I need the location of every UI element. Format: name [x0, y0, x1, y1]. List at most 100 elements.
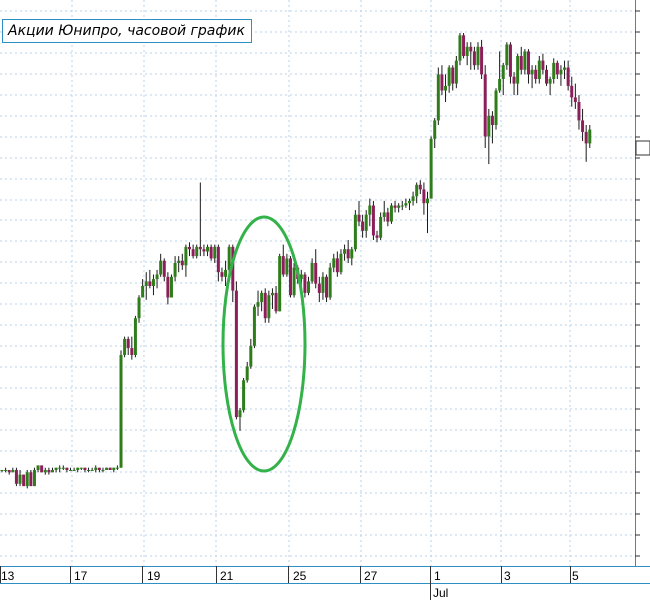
candle-body	[274, 292, 278, 312]
candle-body	[393, 205, 397, 208]
candle-body	[148, 281, 152, 286]
candle-body	[548, 79, 552, 84]
candle-body	[332, 258, 336, 268]
candle-body	[541, 60, 545, 70]
candle-body	[307, 281, 311, 293]
candle-body	[368, 205, 372, 215]
candle-body	[498, 79, 502, 91]
candle-body	[346, 249, 350, 259]
x-tick-label: 27	[364, 569, 378, 583]
candle-body	[526, 51, 530, 75]
candle-body	[537, 60, 541, 79]
candle-body	[483, 74, 487, 137]
candle-body	[126, 338, 130, 349]
candle-body	[285, 258, 289, 275]
x-tick-label: 5	[572, 569, 579, 583]
candle-body	[137, 297, 141, 319]
candle-body	[451, 67, 455, 84]
candle-body	[411, 196, 415, 201]
x-tick-label: 25	[293, 569, 307, 583]
candle-body	[115, 467, 119, 469]
candle-body	[188, 246, 192, 250]
candle-body	[36, 465, 40, 470]
candle-body	[191, 249, 195, 257]
candle-body	[47, 470, 51, 473]
candle-body	[141, 286, 145, 298]
candle-body	[0, 470, 4, 471]
candle-body	[570, 85, 574, 98]
candle-body	[339, 253, 343, 273]
candle-body	[206, 246, 210, 252]
candle-body	[263, 292, 267, 319]
candle-body	[32, 470, 36, 487]
candle-body	[415, 184, 419, 197]
candle-body	[267, 295, 271, 319]
candle-body	[54, 467, 58, 470]
candle-body	[584, 131, 588, 144]
candle-body	[494, 90, 498, 125]
candle-body	[25, 472, 29, 487]
candle-body	[209, 246, 213, 259]
candle-body	[40, 465, 44, 473]
candle-body	[389, 205, 393, 222]
candle-body	[166, 276, 170, 298]
candle-body	[216, 246, 220, 273]
candle-body	[29, 472, 33, 487]
candle-body	[173, 263, 177, 277]
candle-body	[220, 272, 224, 277]
candle-body	[321, 276, 325, 293]
candle-body	[343, 249, 347, 254]
price-marker	[635, 140, 650, 156]
candle-body	[353, 214, 357, 250]
candle-body	[169, 276, 173, 298]
candle-body	[177, 260, 181, 263]
month-label: Jul	[433, 586, 448, 600]
candle-body	[588, 129, 592, 144]
candle-body	[563, 67, 567, 70]
candle-body	[426, 198, 430, 204]
candle-body	[227, 246, 231, 270]
candle-body	[22, 474, 26, 487]
candle-body	[224, 269, 228, 277]
candle-body	[69, 470, 73, 471]
candle-body	[18, 474, 22, 484]
x-tick-label: 3	[504, 569, 511, 583]
candle-body	[65, 467, 69, 470]
candle-body	[508, 44, 512, 77]
candle-body	[180, 260, 184, 266]
candle-body	[292, 267, 296, 296]
candle-body	[299, 274, 303, 280]
candle-body	[361, 221, 365, 231]
candle-body	[123, 338, 127, 355]
candle-body	[14, 470, 18, 484]
candle-body	[505, 44, 509, 66]
candle-body	[195, 246, 199, 257]
candle-body	[231, 246, 235, 291]
candle-body	[234, 290, 238, 418]
candle-body	[50, 470, 54, 473]
candle-body	[76, 467, 80, 470]
candle-body	[400, 205, 404, 207]
candle-body	[249, 345, 253, 367]
candle-body	[11, 470, 15, 473]
candle-body	[577, 102, 581, 121]
candle-body	[433, 120, 437, 139]
candle-body	[83, 467, 87, 470]
candle-body	[458, 35, 462, 61]
candle-body	[552, 62, 556, 79]
candle-body	[440, 74, 444, 91]
candle-body	[314, 263, 318, 284]
chart-title: Акции Юнипро, часовой график	[2, 19, 252, 43]
candle-body	[465, 46, 469, 56]
candle-body	[317, 283, 321, 293]
candle-body	[422, 189, 426, 204]
candle-body	[357, 214, 361, 222]
candle-body	[242, 380, 246, 411]
candle-body	[512, 76, 516, 84]
candle-body	[310, 263, 314, 282]
candle-body	[213, 246, 217, 259]
candles-group	[0, 33, 592, 489]
candle-body	[155, 274, 159, 280]
candle-body	[501, 65, 505, 79]
